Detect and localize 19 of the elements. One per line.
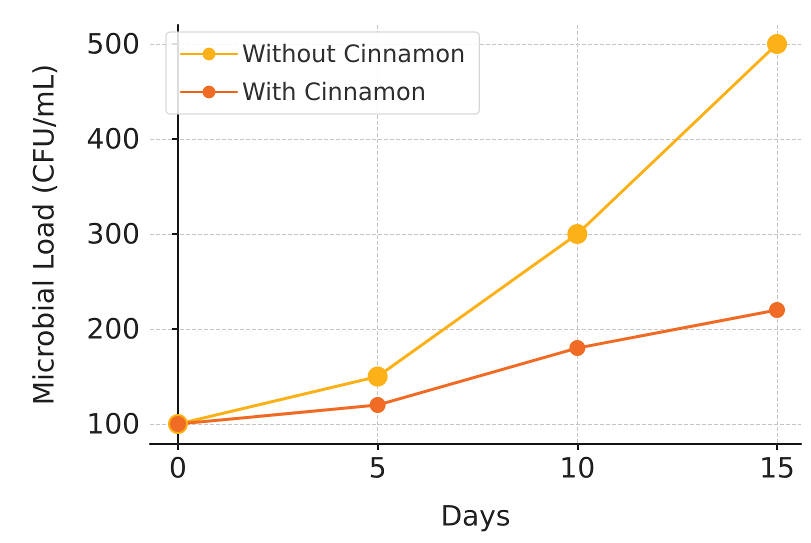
y-tick-label: 100 bbox=[86, 408, 140, 441]
x-tick-label: 5 bbox=[368, 452, 387, 484]
point bbox=[368, 366, 388, 387]
point bbox=[769, 302, 786, 318]
y-tick-label: 500 bbox=[86, 28, 140, 60]
legend-label: With Cinnamon bbox=[242, 78, 426, 106]
x-tick-label: 15 bbox=[759, 452, 795, 484]
x-tick-label: 10 bbox=[560, 452, 596, 484]
x-tick-label: 0 bbox=[169, 452, 187, 484]
legend-label: Without Cinnamon bbox=[242, 40, 466, 68]
point bbox=[569, 340, 586, 356]
point bbox=[567, 224, 588, 244]
y-axis-title: Microbial Load (CFU/mL) bbox=[28, 64, 60, 406]
point bbox=[370, 397, 386, 414]
point bbox=[767, 34, 788, 54]
y-tick-label: 300 bbox=[86, 218, 140, 251]
x-axis-title: Days bbox=[440, 500, 510, 532]
y-tick-label: 400 bbox=[86, 122, 140, 156]
y-tick-label: 200 bbox=[86, 312, 140, 346]
